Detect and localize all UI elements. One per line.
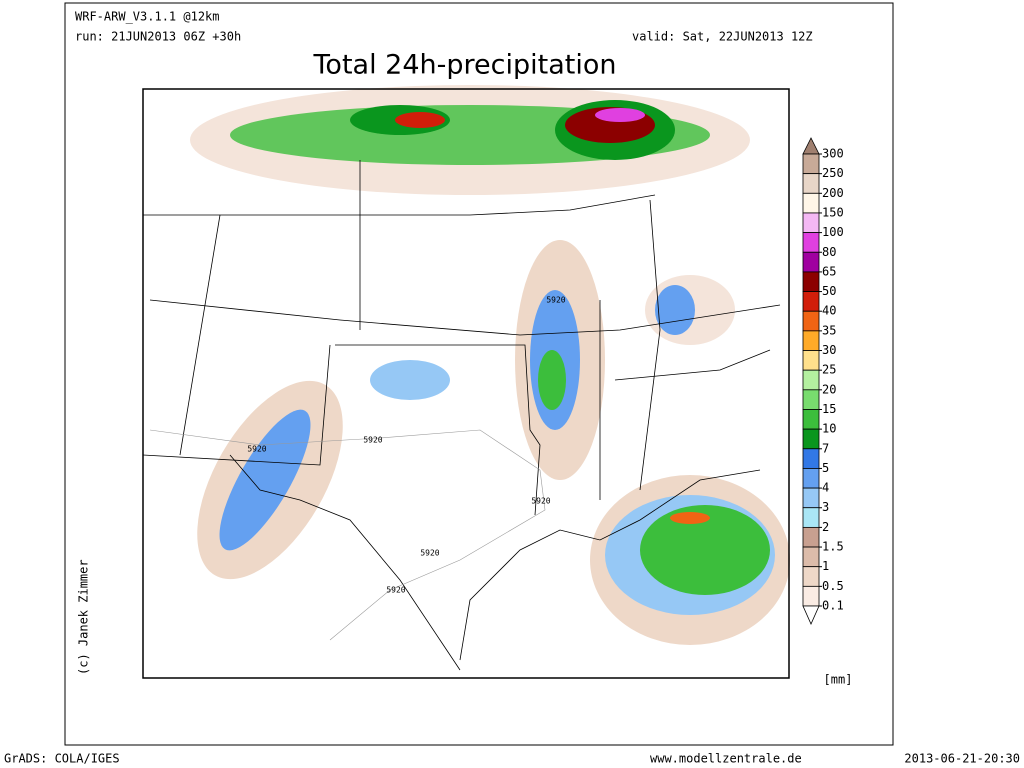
border <box>143 194 656 216</box>
border <box>142 344 331 466</box>
contour-labels: 5920 5920 5920 5920 5920 5920 <box>247 296 565 595</box>
legend-swatch <box>802 153 820 175</box>
legend-swatch <box>802 310 820 332</box>
precip-field <box>190 85 790 645</box>
legend-label: 5 <box>822 461 829 475</box>
contour-label: 5920 <box>531 497 550 506</box>
legend-label: 40 <box>822 304 836 318</box>
precip-area <box>219 409 311 551</box>
legend-swatch <box>802 487 820 509</box>
map-title: Total 24h-precipitation <box>313 50 617 81</box>
legend-label: 7 <box>822 441 829 455</box>
legend-label: 100 <box>822 225 844 239</box>
valid-label: valid: Sat, 22JUN2013 12Z <box>632 30 813 44</box>
precip-area <box>370 360 450 400</box>
legend-label: 35 <box>822 323 836 337</box>
legend-swatch <box>802 389 820 410</box>
border <box>179 214 221 456</box>
legend-swatch <box>802 428 820 450</box>
legend-label: 1.5 <box>822 540 844 554</box>
legend-label: 300 <box>822 147 844 161</box>
footer-right: 2013-06-21-20:30 <box>904 752 1020 766</box>
legend-label: 65 <box>822 264 836 278</box>
contour-label: 5920 <box>247 445 266 454</box>
legend-label: 1 <box>822 559 829 573</box>
footer-left: GrADS: COLA/IGES <box>4 752 120 766</box>
precip-area <box>538 350 566 410</box>
legend-swatch <box>802 232 820 253</box>
legend-label: 10 <box>822 422 836 436</box>
legend-swatch <box>802 192 820 214</box>
model-label: WRF-ARW_V3.1.1 @12km <box>75 10 220 24</box>
legend-label: 200 <box>822 186 844 200</box>
credit: (c) Janek Zimmer <box>77 559 91 675</box>
map-area: 5920 5920 5920 5920 5920 5920 <box>142 85 790 679</box>
legend-label: 0.1 <box>822 599 844 613</box>
border <box>229 454 461 671</box>
legend-swatch <box>802 173 820 194</box>
precip-area <box>395 112 445 128</box>
borders <box>142 160 781 671</box>
border <box>639 199 661 491</box>
footer-center: www.modellzentrale.de <box>650 752 802 766</box>
legend-label: 150 <box>822 205 844 219</box>
legend-swatch <box>802 251 820 273</box>
legend-label: 2 <box>822 520 829 534</box>
legend-swatch <box>802 468 820 489</box>
outer-frame <box>64 2 894 746</box>
border <box>459 469 761 661</box>
legend-label: 25 <box>822 363 836 377</box>
legend-label: 30 <box>822 343 836 357</box>
legend-swatch <box>802 448 820 469</box>
border <box>149 299 781 336</box>
legend-swatch <box>802 526 820 548</box>
legend-swatch <box>802 212 820 234</box>
border <box>335 344 541 516</box>
legend-label: 15 <box>822 402 836 416</box>
precip-area <box>655 285 695 335</box>
precip-area <box>670 512 710 524</box>
legend-label: 20 <box>822 382 836 396</box>
precip-area <box>595 108 645 122</box>
legend-label: 50 <box>822 284 836 298</box>
legend-swatch <box>802 409 820 430</box>
legend-label: 3 <box>822 500 829 514</box>
run-label: run: 21JUN2013 06Z +30h <box>75 30 241 44</box>
legend-triangle <box>802 137 820 155</box>
contour-label: 5920 <box>420 549 439 558</box>
border <box>614 349 771 381</box>
precip-area <box>640 505 770 595</box>
legend-swatch <box>802 330 820 351</box>
legend-swatch <box>802 546 820 568</box>
legend-swatch <box>802 271 820 292</box>
legend-label: 4 <box>822 481 829 495</box>
map-frame <box>142 88 790 679</box>
contour-label: 5920 <box>546 296 565 305</box>
legend-swatch <box>802 369 820 391</box>
legend-swatch <box>802 585 820 607</box>
contour-label: 5920 <box>363 436 382 445</box>
legend-swatch <box>802 291 820 312</box>
legend-unit: [mm] <box>824 673 853 687</box>
legend-swatch <box>802 507 820 528</box>
legend-label: 80 <box>822 245 836 259</box>
height-contour <box>149 429 546 641</box>
legend-swatch <box>802 566 820 587</box>
legend-swatch <box>802 350 820 371</box>
legend-label: 0.5 <box>822 579 844 593</box>
legend: 300 250 200 150 100 80 65 50 40 35 30 25 20 15 10 7 5 4 3 2… <box>802 137 844 625</box>
legend-label: 250 <box>822 166 844 180</box>
legend-triangle <box>802 605 820 625</box>
contour-label: 5920 <box>386 586 405 595</box>
